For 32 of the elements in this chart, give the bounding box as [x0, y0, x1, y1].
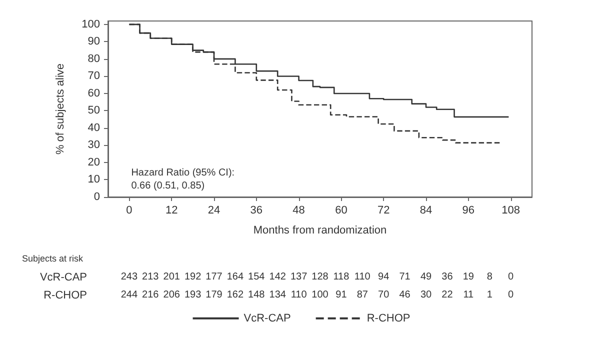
- x-tick-label: 72: [377, 204, 390, 216]
- legend-label: VcR-CAP: [244, 312, 291, 324]
- x-tick-label: 0: [126, 204, 132, 216]
- y-tick-label: 100: [82, 18, 100, 30]
- x-tick-label: 84: [420, 204, 432, 216]
- x-tick-label: 96: [462, 204, 475, 216]
- y-tick-label: 90: [88, 36, 100, 48]
- y-tick-label: 50: [88, 104, 100, 117]
- text: VcR-CAP: [40, 272, 87, 284]
- text: Subjects at risk: [22, 254, 84, 264]
- text: 244 216 206 193 179 162 148 134 110 100 91 87 70 46 30 22 11 1 0: [120, 290, 514, 300]
- y-axis-title: % of subjects alive: [54, 63, 66, 155]
- x-tick-label: 108: [502, 204, 520, 216]
- legend-label: R-CHOP: [366, 312, 410, 324]
- y-tick-label: 10: [88, 174, 100, 186]
- y-tick-label: 70: [88, 70, 100, 82]
- y-tick-label: 0: [94, 191, 100, 203]
- x-tick-label: 36: [250, 204, 263, 216]
- y-tick-label: 20: [88, 156, 100, 168]
- annotation: Hazard Ratio (95% CI):: [131, 168, 235, 178]
- y-tick-label: 60: [88, 87, 100, 100]
- x-tick-label: 24: [208, 204, 220, 216]
- y-tick-label: 30: [88, 139, 100, 152]
- x-axis-title: Months from randomization: [253, 224, 387, 236]
- x-tick-label: 48: [292, 204, 305, 216]
- y-tick-label: 80: [88, 52, 100, 65]
- text: R-CHOP: [44, 290, 88, 302]
- text: 243 213 201 192 177 164 154 142 137 128 118 110 94 71 49 36 19 8 0: [120, 272, 514, 282]
- y-tick-label: 40: [88, 122, 100, 134]
- x-tick-label: 60: [335, 204, 348, 216]
- annotation: 0.66 (0.51, 0.85): [131, 180, 205, 192]
- x-tick-label: 12: [165, 204, 178, 216]
